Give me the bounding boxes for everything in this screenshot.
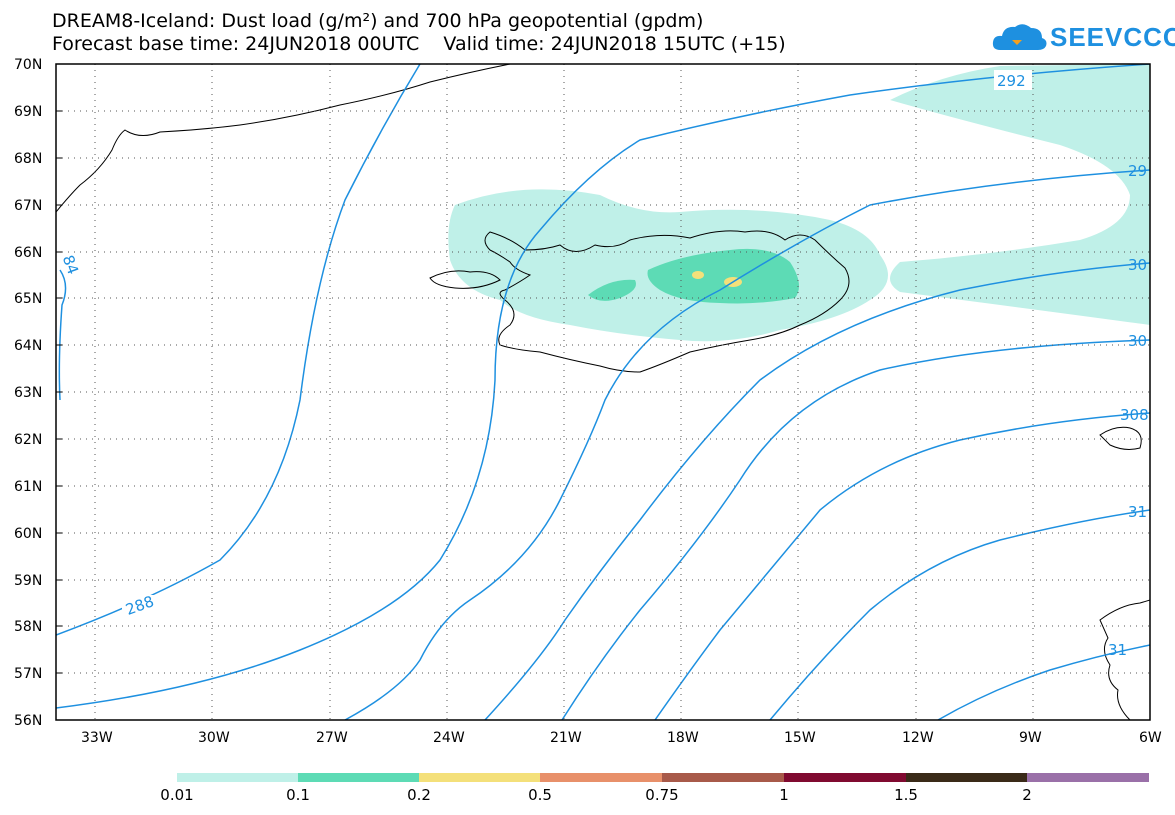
- contour-label-284: 84: [59, 253, 82, 277]
- colorbar-label: 0.75: [645, 786, 679, 804]
- lat-label: 58N: [14, 619, 42, 635]
- coastline-faroe: [1099, 426, 1142, 450]
- contour-label-31b: 31: [1108, 641, 1127, 659]
- lon-label: 24W: [433, 730, 465, 746]
- dust-area-mid-west: [588, 279, 636, 301]
- lon-label: 18W: [667, 730, 699, 746]
- lat-label: 60N: [14, 526, 42, 542]
- colorbar-swatch-2: [298, 773, 419, 782]
- contour-line: [769, 509, 1150, 720]
- lat-label: 66N: [14, 245, 42, 261]
- lon-label: 33W: [81, 730, 113, 746]
- colorbar-label: 2: [1022, 786, 1032, 804]
- coastline-iceland: [484, 230, 850, 373]
- logo-text: SEEVCCC: [1050, 22, 1175, 52]
- contour-line: [484, 262, 1150, 720]
- contour-labels: 288 292 29 30 30 308 31 31 84: [59, 70, 1149, 659]
- lat-label: 68N: [14, 151, 42, 167]
- colorbar-swatch-8: [1027, 773, 1149, 782]
- lat-label: 65N: [14, 291, 42, 307]
- dust-area-high-1: [692, 271, 704, 279]
- geopotential-contours: [56, 64, 1150, 720]
- lat-label: 61N: [14, 479, 42, 495]
- coastline-scotland: [1099, 599, 1150, 720]
- lon-label: 6W: [1139, 730, 1162, 746]
- contour-label-30a: 30: [1128, 256, 1147, 274]
- colorbar-swatch-3: [419, 773, 540, 782]
- colorbar-label: 1.5: [894, 786, 918, 804]
- dust-area-mid: [647, 248, 799, 304]
- contour-line: [344, 169, 1150, 720]
- lat-label: 69N: [14, 104, 42, 120]
- longitude-axis: 33W 30W 27W 24W 21W 18W 15W 12W 9W 6W: [81, 730, 1162, 746]
- map-title-line2: Forecast base time: 24JUN2018 00UTC Vali…: [52, 33, 786, 55]
- colorbar-swatch-5: [662, 773, 784, 782]
- contour-line: [937, 644, 1150, 720]
- lat-label: 63N: [14, 385, 42, 401]
- colorbar-label: 0.1: [286, 786, 310, 804]
- colorbar-swatch-1: [177, 773, 298, 782]
- contour-label-308: 308: [1120, 406, 1149, 424]
- lon-label: 21W: [550, 730, 582, 746]
- lon-label: 12W: [902, 730, 934, 746]
- latitude-axis: 70N 69N 68N 67N 66N 65N 64N 63N 62N 61N …: [14, 57, 62, 729]
- contour-label-31a: 31: [1128, 503, 1147, 521]
- colorbar: [177, 773, 1149, 782]
- contour-line: [56, 64, 421, 636]
- coastline-greenland: [56, 64, 511, 213]
- coastline-westfjords: [429, 270, 501, 289]
- lat-label: 70N: [14, 57, 42, 73]
- dust-area-low-ne: [890, 64, 1150, 325]
- gridlines: [56, 64, 1150, 720]
- contour-label-30b: 30: [1128, 332, 1147, 350]
- lat-label: 62N: [14, 432, 42, 448]
- cloud-logo-icon: [992, 24, 1047, 50]
- lat-label: 67N: [14, 198, 42, 214]
- colorbar-swatch-7: [906, 773, 1027, 782]
- colorbar-swatch-6: [784, 773, 906, 782]
- contour-label-292: 292: [997, 72, 1026, 90]
- colorbar-label: 0.01: [160, 786, 194, 804]
- colorbar-label: 0.2: [407, 786, 431, 804]
- lat-label: 57N: [14, 666, 42, 682]
- colorbar-label: 0.5: [528, 786, 552, 804]
- colorbar-label: 1: [779, 786, 789, 804]
- lat-label: 56N: [14, 713, 42, 729]
- contour-line: [654, 412, 1150, 720]
- lat-label: 59N: [14, 573, 42, 589]
- colorbar-swatch-4: [540, 773, 662, 782]
- contour-line: [56, 64, 1150, 709]
- lon-label: 15W: [784, 730, 816, 746]
- map-title-line1: DREAM8-Iceland: Dust load (g/m²) and 700…: [52, 10, 704, 32]
- contour-label-29x: 29: [1128, 162, 1147, 180]
- lon-label: 9W: [1019, 730, 1042, 746]
- lon-label: 30W: [198, 730, 230, 746]
- contour-line: [58, 269, 67, 401]
- lon-label: 27W: [316, 730, 348, 746]
- contour-line: [561, 339, 1150, 720]
- lat-label: 64N: [14, 338, 42, 354]
